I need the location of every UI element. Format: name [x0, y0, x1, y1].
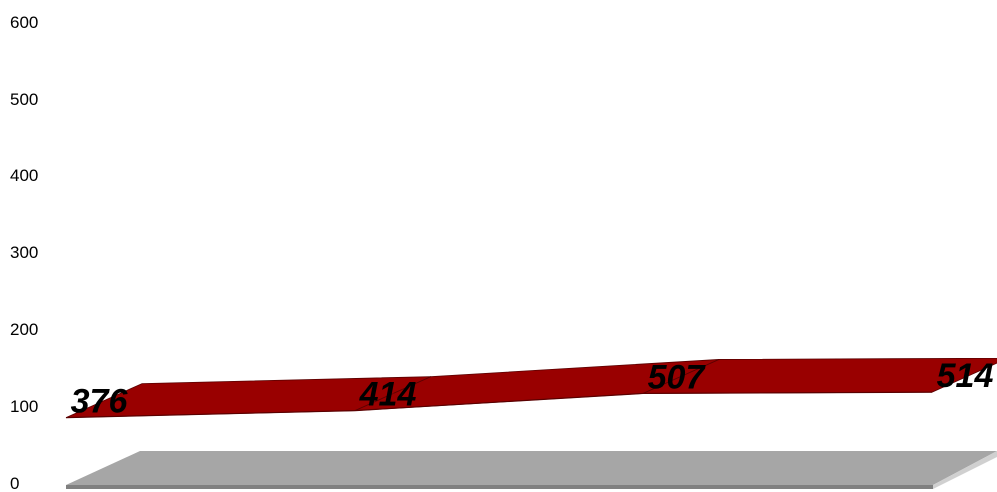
data-point — [680, 375, 682, 377]
data-label: 414 — [359, 376, 417, 414]
series-line — [65, 391, 933, 419]
y-tick-label: 300 — [10, 243, 38, 262]
floor-top-face — [66, 451, 997, 485]
y-tick-label: 600 — [10, 13, 38, 32]
data-point — [969, 374, 971, 376]
data-labels: 376 414 507 514 — [71, 357, 994, 420]
data-point — [103, 400, 105, 402]
y-tick-label: 400 — [10, 166, 38, 185]
data-point — [392, 393, 394, 395]
data-label: 514 — [937, 357, 994, 395]
y-tick-label: 200 — [10, 320, 38, 339]
data-label: 376 — [71, 383, 129, 421]
y-axis: 0 100 200 300 400 500 600 — [10, 13, 38, 492]
floor-side-face — [933, 451, 997, 489]
y-tick-label: 100 — [10, 397, 38, 416]
floor-front-face — [66, 485, 933, 489]
y-tick-label: 500 — [10, 90, 38, 109]
series-ribbon — [65, 357, 997, 419]
data-label: 507 — [648, 358, 707, 396]
chart-floor — [66, 451, 997, 489]
y-tick-label: 0 — [10, 474, 19, 492]
